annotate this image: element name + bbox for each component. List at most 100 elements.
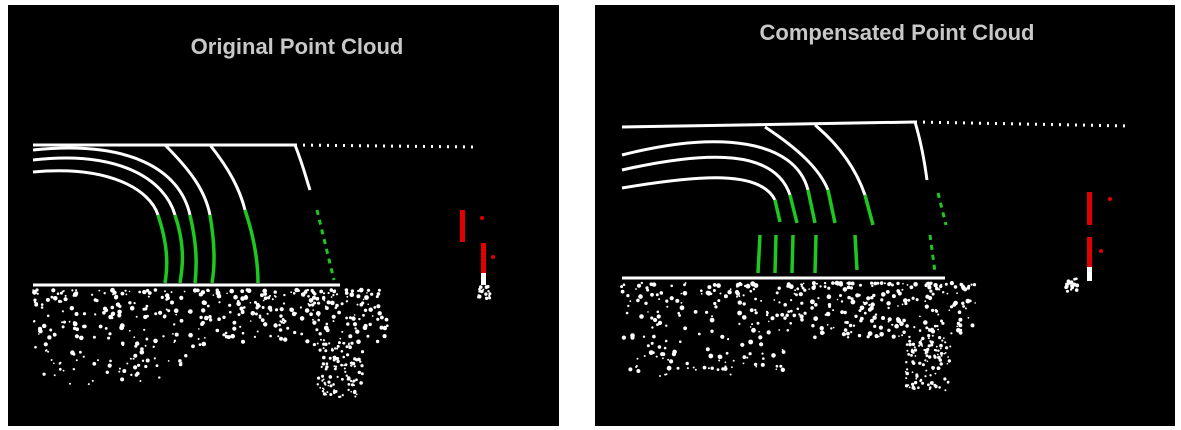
point [206,289,209,292]
point [64,297,68,301]
point [82,325,85,328]
point [73,295,75,297]
point [318,315,320,317]
point [667,359,669,361]
point [341,331,343,333]
point [173,342,175,344]
point [172,333,174,335]
point [328,385,330,387]
point [370,293,373,296]
point [800,318,804,322]
point [154,357,156,359]
point [353,391,357,395]
point [708,367,710,369]
point [782,349,784,351]
point [359,289,363,293]
point [343,342,346,345]
point [335,304,339,308]
point [665,340,668,343]
point [919,329,922,332]
point [656,356,658,358]
point [491,255,495,259]
point [680,305,685,310]
point [644,355,646,357]
point [750,308,754,312]
point [238,313,241,316]
point [357,290,359,292]
point [336,360,339,363]
point [950,332,952,334]
point [290,291,292,293]
point [813,285,816,288]
point [678,314,681,317]
point [787,310,790,313]
point [242,332,245,335]
point [300,306,302,308]
point [54,374,56,376]
point [144,365,147,368]
point [713,283,717,287]
point [847,336,849,338]
point [65,295,67,297]
point [334,289,336,291]
point [651,326,653,328]
point [730,288,732,290]
point [305,339,309,343]
point [851,300,856,305]
point [97,359,99,361]
point [360,303,363,306]
point [695,369,697,371]
point [359,381,363,385]
point [971,323,975,327]
point [660,291,664,295]
point [32,289,34,291]
point [813,316,818,321]
point [915,378,917,380]
point [884,282,886,284]
point [766,314,768,316]
point [92,362,96,366]
point [778,301,780,303]
point [367,289,370,292]
point [345,291,349,295]
point [334,391,337,394]
point [959,331,963,335]
point [650,293,654,297]
point [903,298,908,303]
point [657,311,660,314]
point [759,342,763,346]
point [59,368,62,371]
point [41,303,44,306]
point [346,296,348,298]
point [315,328,318,331]
point [939,344,943,348]
point [705,311,708,314]
point [794,293,796,295]
point [319,290,323,294]
point [180,319,184,323]
point [842,332,846,336]
point [827,324,829,326]
point [686,362,689,365]
point [350,342,353,345]
point [910,285,914,289]
point [1070,284,1073,287]
pole [481,243,486,273]
point [912,343,915,346]
point [824,282,826,284]
point [229,289,234,294]
point [945,346,948,349]
point [940,352,943,355]
point [45,350,47,352]
point [488,297,491,300]
point [758,335,762,339]
point [847,286,851,290]
point [142,308,145,311]
point [1099,249,1103,253]
point [924,300,926,302]
point [786,314,789,317]
point [129,291,131,293]
point [61,321,63,323]
point [358,371,361,374]
point [635,288,637,290]
